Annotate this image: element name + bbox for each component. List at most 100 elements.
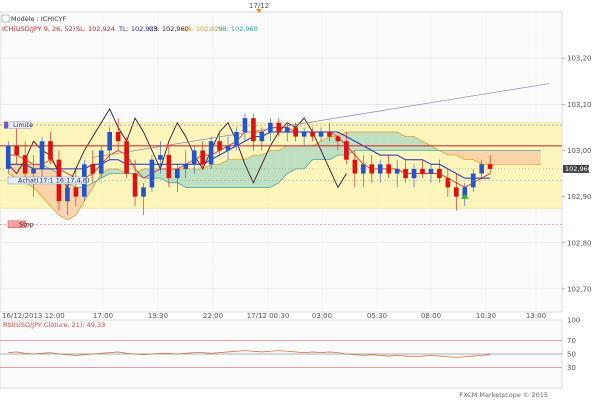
- price-axis: 103,20 103,10 103,00 102,90 102,80 102,70: [562, 55, 592, 293]
- candle-body: [208, 141, 214, 165]
- cloud-segment: [228, 159, 237, 188]
- y-tick-label: 103,00: [567, 147, 592, 155]
- candle-body: [377, 164, 383, 174]
- candle-body: [48, 141, 53, 160]
- cloud-segment: [321, 136, 330, 160]
- model-label: Modèle : ICHICYF: [11, 15, 66, 23]
- candle-body: [39, 141, 45, 169]
- candle-body: [267, 122, 273, 132]
- limit-tag-box: [8, 121, 32, 129]
- candle-body: [335, 136, 341, 142]
- candle-body: [174, 168, 180, 179]
- cloud-segment: [304, 145, 313, 169]
- cloud-segment: [354, 132, 364, 151]
- x-tick-label: 22:00: [203, 312, 223, 320]
- cloud-segment: [253, 155, 262, 188]
- cloud-segment: [507, 150, 516, 165]
- buy-order-tag[interactable]: Achat(17:1 16:17,4,6): [7, 176, 89, 185]
- rsi-level-label: 70: [567, 337, 576, 345]
- cloud-segment: [464, 150, 474, 160]
- cloud-segment: [414, 136, 423, 151]
- candle-body: [251, 118, 256, 142]
- candle-body: [141, 187, 146, 197]
- candle-body: [158, 155, 163, 160]
- legend-collapse-icon[interactable]: [1, 14, 10, 23]
- x-tick-label: 16/12/2013 12:00: [2, 312, 65, 320]
- cloud-segment: [270, 150, 279, 188]
- x-tick-label: 17:00: [93, 312, 113, 320]
- cloud-segment: [329, 136, 338, 160]
- cloud-segment: [211, 164, 220, 188]
- y-tick-label: 102,80: [567, 239, 592, 247]
- cloud-segment: [236, 159, 245, 188]
- candle-body: [5, 145, 11, 169]
- rsi-indicator: 100 70 50 30: [0, 317, 580, 372]
- chart-overlays: [0, 124, 562, 225]
- candle-body: [437, 168, 442, 179]
- candle-body: [183, 164, 189, 169]
- y-tick-label: 102,90: [567, 193, 592, 201]
- candle-body: [98, 150, 104, 174]
- top-time-label: 17/12: [249, 2, 269, 10]
- cloud-segment: [194, 168, 203, 188]
- x-tick-label: 10:30: [476, 312, 496, 320]
- candle-body: [107, 132, 113, 151]
- cloud-segment: [380, 132, 389, 151]
- candle-body: [149, 159, 155, 188]
- top-time-marker-icon: [256, 9, 262, 13]
- y-tick-label: 102,70: [567, 285, 592, 293]
- candle-body: [301, 132, 307, 137]
- cloud-segment: [388, 132, 398, 151]
- cloud-segment: [109, 168, 119, 174]
- stop-order-tag[interactable]: Stop: [7, 220, 34, 229]
- cloud-segment: [278, 145, 288, 183]
- cloud-segment: [532, 150, 541, 165]
- x-tick-label: 13:00: [526, 312, 546, 320]
- time-axis: 16/12/2013 12:00 17:00 19:30 22:00 17/12 00:…: [2, 312, 546, 320]
- stop-tag-box: [7, 220, 27, 229]
- candle-body: [124, 141, 129, 174]
- candle-body: [293, 127, 299, 137]
- candle-body: [276, 122, 282, 132]
- sb-value: SB: 102,960: [218, 25, 258, 33]
- footer-copyright: FXCM Marketscope © 2015: [459, 391, 548, 399]
- x-tick-label: 08:00: [421, 312, 441, 320]
- cloud-segment: [42, 164, 51, 206]
- candle-body: [420, 168, 425, 174]
- candle-body: [411, 168, 417, 179]
- cloud-segment: [295, 145, 305, 169]
- candle-body: [453, 187, 459, 197]
- cloud-segment: [481, 150, 491, 165]
- candle-body: [31, 168, 36, 174]
- candle-body: [234, 132, 239, 146]
- limit-tag-label: Limite: [13, 121, 33, 129]
- y-tick-label: 103,20: [567, 55, 592, 63]
- trend-line: [92, 83, 550, 158]
- indicator-label: ICH(USD/JPY 9, 26, 52): [2, 25, 75, 33]
- y-tick-label: 103,10: [567, 101, 592, 109]
- cloud-segment: [371, 132, 381, 151]
- candle-body: [462, 187, 468, 197]
- candle-body: [284, 127, 290, 132]
- rsi-level-label: 50: [567, 351, 576, 359]
- cloud-segment: [405, 136, 415, 151]
- kijun-sen-line: [8, 131, 491, 179]
- rsi-level-label: 30: [567, 364, 576, 372]
- limit-order-tag[interactable]: Limite: [4, 121, 33, 129]
- cloud-segment: [287, 145, 296, 174]
- buy-tag-box: [7, 176, 87, 185]
- cloud-segment: [447, 150, 457, 156]
- rsi-label: RSI(USD/JPY Clôture, 21): 49,33: [3, 321, 105, 329]
- candle-body: [344, 141, 349, 160]
- sa-value: SA: 102,929: [183, 25, 223, 33]
- candle-body: [369, 164, 375, 174]
- cloud-segment: [202, 164, 212, 188]
- candle-body: [22, 155, 28, 174]
- candle-body: [428, 168, 434, 174]
- candle-body: [132, 173, 138, 197]
- candle-body: [115, 132, 121, 142]
- candle-body: [386, 164, 392, 174]
- cs-value: CS: 102,960: [149, 25, 189, 33]
- cloud-segment: [244, 155, 254, 188]
